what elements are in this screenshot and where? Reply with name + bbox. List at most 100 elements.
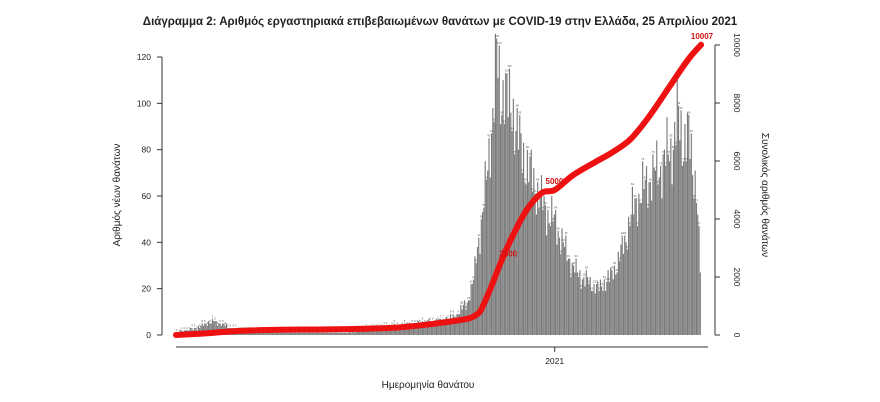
bar-value-label: 5 — [201, 319, 203, 323]
bar — [351, 330, 353, 335]
bar — [597, 281, 599, 335]
bar — [482, 212, 484, 335]
bar — [601, 286, 603, 335]
bar — [248, 332, 251, 335]
bar-value-label: 75 — [641, 157, 645, 161]
bar — [296, 332, 298, 335]
bar — [400, 325, 402, 335]
bar — [359, 330, 361, 335]
bar — [345, 332, 347, 335]
bar — [402, 325, 404, 335]
bar — [415, 323, 417, 335]
bar-value-label: 73 — [664, 161, 668, 165]
bar — [300, 332, 302, 335]
bar — [342, 332, 344, 335]
bar — [663, 149, 666, 335]
bar-value-label: 95 — [500, 110, 504, 114]
bar — [455, 318, 457, 335]
bar-value-label: 1 — [178, 328, 180, 332]
bar — [273, 332, 275, 335]
bar — [654, 170, 657, 335]
bar-value-label: 28 — [610, 266, 614, 270]
bar — [484, 161, 486, 335]
bar — [374, 328, 376, 335]
bar — [313, 332, 315, 335]
bar-value-label: 2 — [189, 326, 191, 330]
bar — [474, 256, 476, 335]
bar — [328, 332, 330, 335]
bar — [384, 328, 386, 335]
bar — [307, 332, 310, 335]
bar-value-label: 7 — [455, 314, 457, 318]
bar-value-label: 5 — [209, 319, 211, 323]
bar-value-label: 25 — [577, 273, 581, 277]
bar — [538, 207, 540, 335]
bar — [314, 332, 316, 335]
bar — [282, 332, 284, 335]
bar — [510, 112, 512, 335]
bar — [210, 323, 212, 335]
bar — [494, 33, 496, 335]
bar-value-label: 47 — [628, 222, 632, 226]
milestone-label: 2500 — [499, 250, 517, 259]
bar-value-label: 23 — [608, 277, 612, 281]
bar — [485, 179, 488, 335]
bar — [523, 142, 525, 335]
bar — [208, 321, 210, 335]
bar-value-label: 30 — [613, 261, 617, 265]
bar — [409, 325, 411, 335]
bar-value-label: 47 — [636, 222, 640, 226]
bar — [498, 45, 500, 336]
bar — [433, 323, 435, 335]
bar — [534, 193, 536, 335]
bar — [321, 332, 324, 335]
bar — [329, 332, 331, 335]
bar — [507, 117, 509, 335]
bar-value-label: 87 — [690, 129, 694, 133]
bar — [352, 330, 354, 335]
bar-value-label: 6 — [214, 317, 216, 321]
bar-value-label: 33 — [567, 254, 571, 258]
bar — [514, 154, 516, 335]
bar — [553, 214, 555, 335]
bar — [694, 170, 696, 335]
bar — [497, 77, 499, 335]
bar — [327, 332, 329, 335]
bar — [690, 133, 692, 335]
bar — [437, 321, 439, 335]
bar — [278, 332, 280, 335]
bar-value-label: 59 — [692, 194, 696, 198]
bar — [684, 124, 686, 336]
bar — [491, 133, 493, 335]
bar-value-label: 13 — [459, 300, 463, 304]
bar — [478, 237, 480, 335]
bar-value-label: 6 — [432, 317, 434, 321]
bar — [439, 318, 441, 335]
bar — [357, 330, 359, 335]
bar — [204, 323, 206, 335]
bar-value-label: 13 — [462, 300, 466, 304]
bar — [316, 332, 318, 335]
bar — [593, 284, 595, 335]
bar-value-label: 4 — [401, 321, 403, 325]
bar — [643, 189, 645, 335]
bar-value-label: 56 — [544, 201, 548, 205]
bar — [471, 284, 473, 335]
bar-value-label: 70 — [521, 168, 525, 172]
bar — [284, 332, 286, 335]
bar — [565, 235, 567, 335]
bar-value-label: 54 — [554, 205, 558, 209]
bar — [416, 323, 418, 335]
bar — [695, 202, 698, 335]
bar — [219, 323, 221, 335]
bar — [412, 325, 415, 335]
bar — [625, 242, 627, 335]
bar — [505, 73, 507, 335]
bar — [309, 332, 311, 335]
bar — [339, 332, 342, 335]
bar — [640, 202, 642, 335]
bar-value-label: 3 — [191, 324, 193, 328]
bar — [338, 332, 340, 335]
bar-value-label: 91 — [503, 120, 507, 124]
right-axis: 0 2000 4000 6000 8000 10000 — [714, 33, 742, 338]
